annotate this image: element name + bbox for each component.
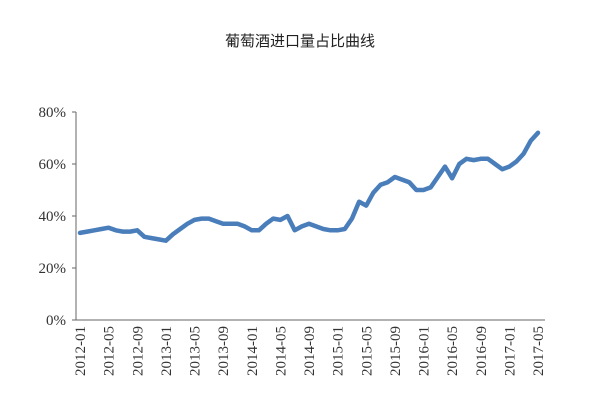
x-tick-label: 2016-01 (417, 326, 433, 376)
x-tick-label: 2016-09 (474, 326, 490, 376)
y-tick-label: 0% (46, 313, 66, 329)
x-tick-label: 2016-05 (445, 326, 461, 376)
x-tick-label: 2015-01 (331, 326, 347, 376)
x-tick-label: 2013-09 (216, 326, 232, 376)
x-tick-label: 2015-05 (359, 326, 375, 376)
x-tick-label: 2013-01 (159, 326, 175, 376)
y-tick-label: 40% (39, 209, 67, 225)
x-tick-label: 2017-05 (531, 326, 547, 376)
x-tick-label: 2014-09 (302, 326, 318, 376)
x-tick-label: 2013-05 (188, 326, 204, 376)
x-tick-label: 2017-01 (502, 326, 518, 376)
x-tick-label: 2012-05 (102, 326, 118, 376)
x-tick-label: 2012-09 (130, 326, 146, 376)
x-tick-label: 2014-05 (273, 326, 289, 376)
chart-title: 葡萄酒进口量占比曲线 (225, 32, 375, 50)
x-tick-label: 2015-09 (388, 326, 404, 376)
x-tick-label: 2014-01 (245, 326, 261, 376)
y-tick-label: 80% (39, 105, 67, 121)
x-tick-label: 2012-01 (73, 326, 89, 376)
y-tick-label: 20% (39, 261, 67, 277)
y-tick-label: 60% (39, 157, 67, 173)
data-line (77, 130, 541, 243)
